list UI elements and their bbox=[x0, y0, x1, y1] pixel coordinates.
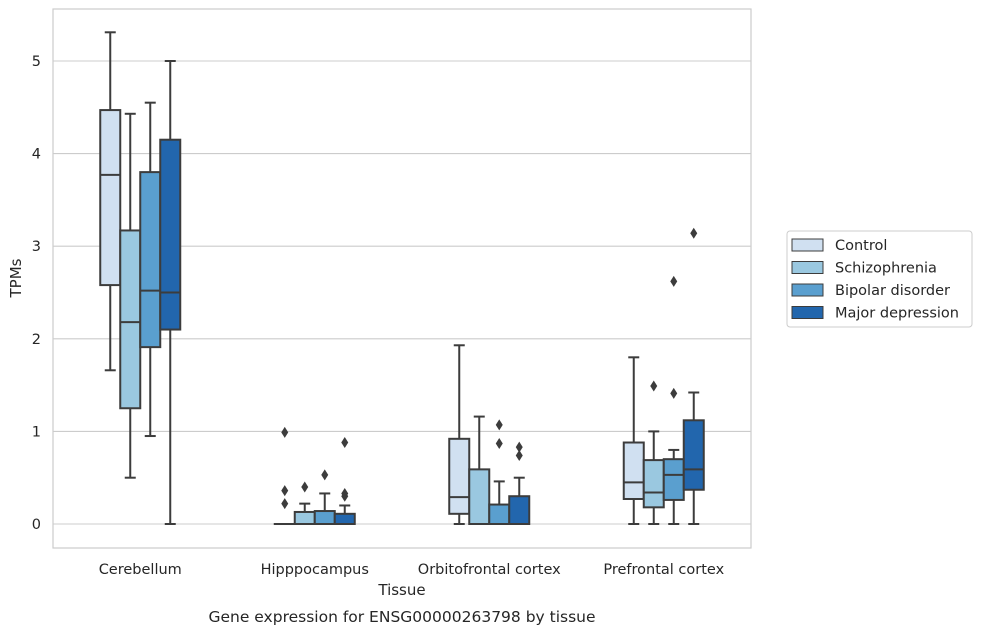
outlier-point bbox=[341, 490, 349, 502]
box-iqr bbox=[508, 495, 531, 526]
y-tick-label: 0 bbox=[32, 517, 41, 533]
legend-swatch bbox=[791, 238, 824, 252]
box-iqr bbox=[488, 503, 511, 525]
legend-item-schizophrenia: Schizophrenia bbox=[791, 261, 937, 277]
y-tick-label: 5 bbox=[32, 54, 41, 70]
box-bipolar-disorder-orbitofrontal-cortex bbox=[488, 419, 511, 525]
x-tick-label-prefrontal-cortex: Prefrontal cortex bbox=[603, 562, 724, 578]
legend-swatch bbox=[791, 283, 824, 297]
box-iqr bbox=[642, 459, 665, 509]
box-iqr bbox=[99, 109, 122, 287]
plot-area-frame bbox=[52, 8, 752, 549]
series-schizophrenia bbox=[119, 112, 665, 526]
x-tick-label-cerebellum: Cerebellum bbox=[99, 562, 182, 578]
outlier-point bbox=[281, 426, 289, 438]
box-bipolar-disorder-hipppocampus bbox=[313, 469, 336, 526]
outlier-point bbox=[281, 498, 289, 510]
outlier-point bbox=[515, 449, 523, 461]
box-iqr bbox=[119, 229, 142, 410]
outlier-point bbox=[495, 437, 503, 449]
box-iqr bbox=[333, 512, 356, 526]
box-iqr bbox=[682, 419, 705, 491]
box-schizophrenia-prefrontal-cortex bbox=[642, 380, 665, 525]
box-control-hipppocampus bbox=[273, 426, 296, 526]
box-iqr bbox=[313, 510, 336, 526]
legend-item-bipolar-disorder: Bipolar disorder bbox=[791, 283, 950, 299]
box-major-depression-hipppocampus bbox=[333, 437, 356, 526]
outlier-point bbox=[321, 469, 329, 481]
series-major-depression bbox=[159, 60, 705, 526]
outlier-point bbox=[650, 380, 658, 392]
x-tick-label-orbitofrontal-cortex: Orbitofrontal cortex bbox=[418, 562, 561, 578]
y-tick-labels: 0 1 2 3 4 5 bbox=[32, 54, 41, 533]
box-schizophrenia-hipppocampus bbox=[293, 481, 316, 526]
outlier-point bbox=[495, 419, 503, 431]
y-tick-label: 4 bbox=[32, 147, 41, 163]
box-iqr bbox=[293, 510, 316, 526]
outlier-point bbox=[670, 387, 678, 399]
outlier-point bbox=[341, 437, 349, 449]
box-iqr bbox=[662, 458, 685, 501]
legend-label: Bipolar disorder bbox=[835, 283, 950, 299]
x-axis-label: Tissue bbox=[377, 581, 425, 599]
outlier-point bbox=[670, 275, 678, 287]
legend-frame bbox=[786, 230, 973, 328]
chart-caption: Gene expression for ENSG00000263798 by t… bbox=[208, 608, 595, 626]
legend: Control Schizophrenia Bipolar disorder Majo… bbox=[786, 230, 973, 328]
outlier-point bbox=[690, 227, 698, 239]
y-tick-label: 2 bbox=[32, 332, 41, 348]
box-major-depression-prefrontal-cortex bbox=[682, 227, 705, 525]
box-control-cerebellum bbox=[99, 31, 122, 372]
legend-label: Major depression bbox=[835, 306, 959, 322]
box-control-orbitofrontal-cortex bbox=[448, 344, 471, 525]
y-tick-label: 3 bbox=[32, 239, 41, 255]
legend-swatch bbox=[791, 306, 824, 319]
box-iqr bbox=[448, 437, 471, 515]
box-series bbox=[99, 31, 705, 526]
legend-swatch bbox=[791, 261, 824, 274]
legend-label: Schizophrenia bbox=[835, 261, 937, 277]
outlier-point bbox=[281, 485, 289, 497]
series-control bbox=[99, 31, 645, 526]
box-major-depression-cerebellum bbox=[159, 60, 182, 525]
box-iqr bbox=[139, 171, 162, 349]
box-schizophrenia-cerebellum bbox=[119, 112, 142, 479]
box-major-depression-orbitofrontal-cortex bbox=[508, 441, 531, 526]
box-iqr bbox=[468, 468, 491, 525]
box-bipolar-disorder-prefrontal-cortex bbox=[662, 275, 685, 525]
outlier-point bbox=[515, 441, 523, 453]
x-tick-labels: Cerebellum Hipppocampus Orbitofrontal cort… bbox=[99, 562, 725, 578]
legend-item-control: Control bbox=[791, 238, 887, 254]
y-tick-label: 1 bbox=[32, 424, 41, 440]
y-axis-label: TPMs bbox=[7, 258, 25, 298]
series-bipolar-disorder bbox=[139, 101, 685, 526]
box-iqr bbox=[159, 138, 182, 331]
box-bipolar-disorder-cerebellum bbox=[139, 101, 162, 438]
box-iqr bbox=[622, 441, 645, 500]
box-schizophrenia-orbitofrontal-cortex bbox=[468, 415, 491, 525]
legend-item-major-depression: Major depression bbox=[791, 306, 959, 322]
box-control-prefrontal-cortex bbox=[622, 356, 645, 525]
legend-label: Control bbox=[835, 238, 887, 254]
x-tick-label-hipppocampus: Hipppocampus bbox=[261, 562, 369, 578]
outlier-point bbox=[301, 481, 309, 493]
